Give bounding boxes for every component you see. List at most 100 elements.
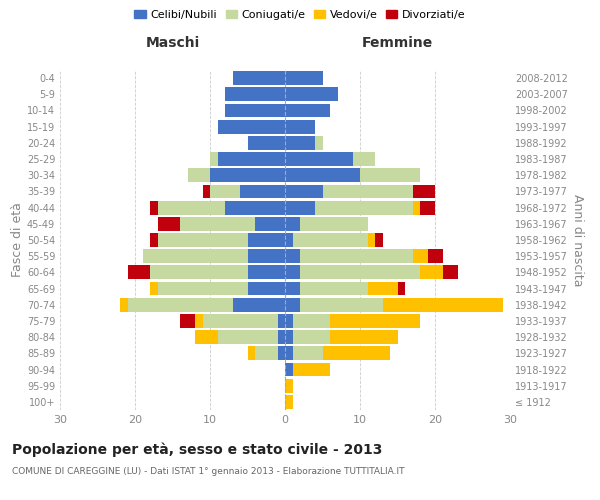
Bar bbox=[187, 168, 210, 182]
Bar bbox=[330, 314, 420, 328]
Bar bbox=[150, 266, 248, 280]
Bar bbox=[277, 330, 285, 344]
Bar bbox=[203, 184, 210, 198]
Bar bbox=[420, 266, 443, 280]
Bar bbox=[300, 217, 367, 230]
Bar bbox=[293, 233, 367, 247]
Bar bbox=[248, 233, 285, 247]
Text: Popolazione per età, sesso e stato civile - 2013: Popolazione per età, sesso e stato civil… bbox=[12, 442, 382, 457]
Bar bbox=[195, 330, 218, 344]
Y-axis label: Anni di nascita: Anni di nascita bbox=[571, 194, 584, 286]
Bar bbox=[375, 233, 383, 247]
Bar bbox=[128, 266, 150, 280]
Bar bbox=[285, 200, 315, 214]
Bar bbox=[285, 379, 293, 392]
Bar bbox=[285, 346, 293, 360]
Bar bbox=[293, 362, 330, 376]
Bar bbox=[367, 233, 375, 247]
Bar bbox=[285, 250, 300, 263]
Bar bbox=[248, 136, 285, 149]
Bar bbox=[285, 362, 293, 376]
Bar bbox=[300, 298, 383, 312]
Bar bbox=[203, 314, 277, 328]
Bar bbox=[285, 120, 315, 134]
Bar bbox=[285, 233, 293, 247]
Bar bbox=[285, 314, 293, 328]
Bar bbox=[248, 282, 285, 296]
Bar bbox=[157, 282, 248, 296]
Bar bbox=[225, 200, 285, 214]
Bar bbox=[150, 282, 157, 296]
Bar bbox=[383, 298, 503, 312]
Bar bbox=[180, 217, 255, 230]
Bar bbox=[413, 200, 420, 214]
Bar bbox=[285, 136, 315, 149]
Bar bbox=[323, 346, 390, 360]
Bar bbox=[180, 314, 195, 328]
Bar bbox=[398, 282, 405, 296]
Bar bbox=[367, 282, 398, 296]
Bar bbox=[285, 217, 300, 230]
Bar bbox=[285, 330, 293, 344]
Bar bbox=[285, 152, 353, 166]
Bar bbox=[240, 184, 285, 198]
Bar bbox=[233, 298, 285, 312]
Text: Femmine: Femmine bbox=[362, 36, 433, 50]
Bar bbox=[218, 330, 277, 344]
Bar bbox=[285, 88, 337, 101]
Bar bbox=[150, 200, 157, 214]
Bar bbox=[323, 184, 413, 198]
Legend: Celibi/Nubili, Coniugati/e, Vedovi/e, Divorziati/e: Celibi/Nubili, Coniugati/e, Vedovi/e, Di… bbox=[130, 6, 470, 25]
Y-axis label: Fasce di età: Fasce di età bbox=[11, 202, 24, 278]
Bar bbox=[143, 250, 248, 263]
Bar bbox=[225, 88, 285, 101]
Bar bbox=[293, 314, 330, 328]
Bar bbox=[285, 104, 330, 118]
Bar bbox=[248, 266, 285, 280]
Bar bbox=[353, 152, 375, 166]
Bar bbox=[413, 250, 427, 263]
Bar bbox=[248, 346, 255, 360]
Bar bbox=[315, 200, 413, 214]
Bar bbox=[427, 250, 443, 263]
Bar bbox=[300, 250, 413, 263]
Bar bbox=[128, 298, 233, 312]
Bar bbox=[293, 330, 330, 344]
Bar bbox=[285, 71, 323, 85]
Text: COMUNE DI CAREGGINE (LU) - Dati ISTAT 1° gennaio 2013 - Elaborazione TUTTITALIA.: COMUNE DI CAREGGINE (LU) - Dati ISTAT 1°… bbox=[12, 468, 404, 476]
Bar bbox=[360, 168, 420, 182]
Bar bbox=[285, 168, 360, 182]
Bar bbox=[413, 184, 435, 198]
Bar bbox=[157, 217, 180, 230]
Bar bbox=[150, 233, 157, 247]
Bar bbox=[277, 346, 285, 360]
Bar bbox=[210, 152, 218, 166]
Bar bbox=[157, 200, 225, 214]
Bar bbox=[255, 217, 285, 230]
Bar bbox=[120, 298, 128, 312]
Bar bbox=[285, 266, 300, 280]
Bar bbox=[218, 152, 285, 166]
Text: Maschi: Maschi bbox=[145, 36, 200, 50]
Bar bbox=[285, 395, 293, 409]
Bar bbox=[277, 314, 285, 328]
Bar bbox=[300, 282, 367, 296]
Bar bbox=[218, 120, 285, 134]
Bar bbox=[248, 250, 285, 263]
Bar bbox=[443, 266, 458, 280]
Bar bbox=[157, 233, 248, 247]
Bar bbox=[420, 200, 435, 214]
Bar bbox=[233, 71, 285, 85]
Bar bbox=[300, 266, 420, 280]
Bar bbox=[315, 136, 323, 149]
Bar bbox=[210, 168, 285, 182]
Bar bbox=[255, 346, 277, 360]
Bar bbox=[330, 330, 398, 344]
Bar bbox=[285, 282, 300, 296]
Bar bbox=[285, 184, 323, 198]
Bar bbox=[285, 298, 300, 312]
Bar bbox=[210, 184, 240, 198]
Bar bbox=[225, 104, 285, 118]
Bar bbox=[293, 346, 323, 360]
Bar bbox=[195, 314, 203, 328]
